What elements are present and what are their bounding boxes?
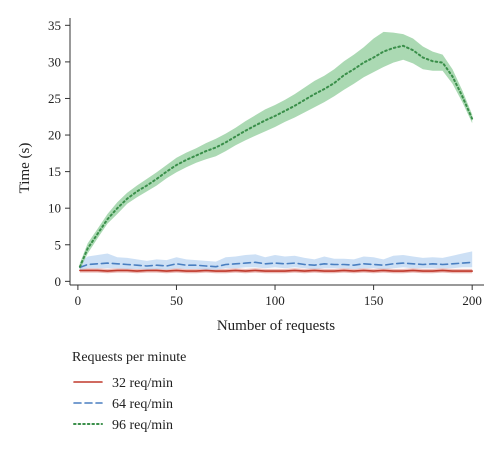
y-tick-label: 35 — [48, 18, 61, 33]
legend-label-96-req-min: 96 req/min — [112, 418, 173, 433]
series-line-32-req-min — [79, 269, 474, 272]
y-tick-label: 25 — [48, 91, 61, 106]
legend: Requests per minute 32 req/min 64 req/min… — [72, 350, 186, 433]
x-tick-label: 200 — [462, 293, 482, 308]
x-tick-label: 100 — [265, 293, 285, 308]
band-64-req-min — [79, 251, 473, 271]
y-axis-label: Time (s) — [17, 143, 33, 194]
y-tick-label: 0 — [55, 274, 62, 289]
x-tick-label: 150 — [364, 293, 384, 308]
confidence-bands — [79, 31, 473, 274]
legend-title: Requests per minute — [72, 350, 186, 365]
y-tick-label: 10 — [48, 201, 61, 216]
y-tick-label: 20 — [48, 128, 61, 143]
y-tick-label: 15 — [48, 164, 61, 179]
axes: 0 5 10 15 20 25 30 35 0 50 100 150 200 — [48, 18, 484, 308]
legend-label-64-req-min: 64 req/min — [112, 397, 173, 412]
series-lines — [78, 44, 474, 272]
y-tick-label: 5 — [55, 237, 62, 252]
x-axis-label: Number of requests — [217, 318, 335, 334]
series-line-96-req-min — [78, 44, 474, 268]
x-tick-label: 0 — [75, 293, 82, 308]
legend-label-32-req-min: 32 req/min — [112, 376, 173, 391]
band-96-req-min — [79, 31, 473, 270]
y-tick-label: 30 — [48, 54, 61, 69]
x-tick-label: 50 — [170, 293, 183, 308]
